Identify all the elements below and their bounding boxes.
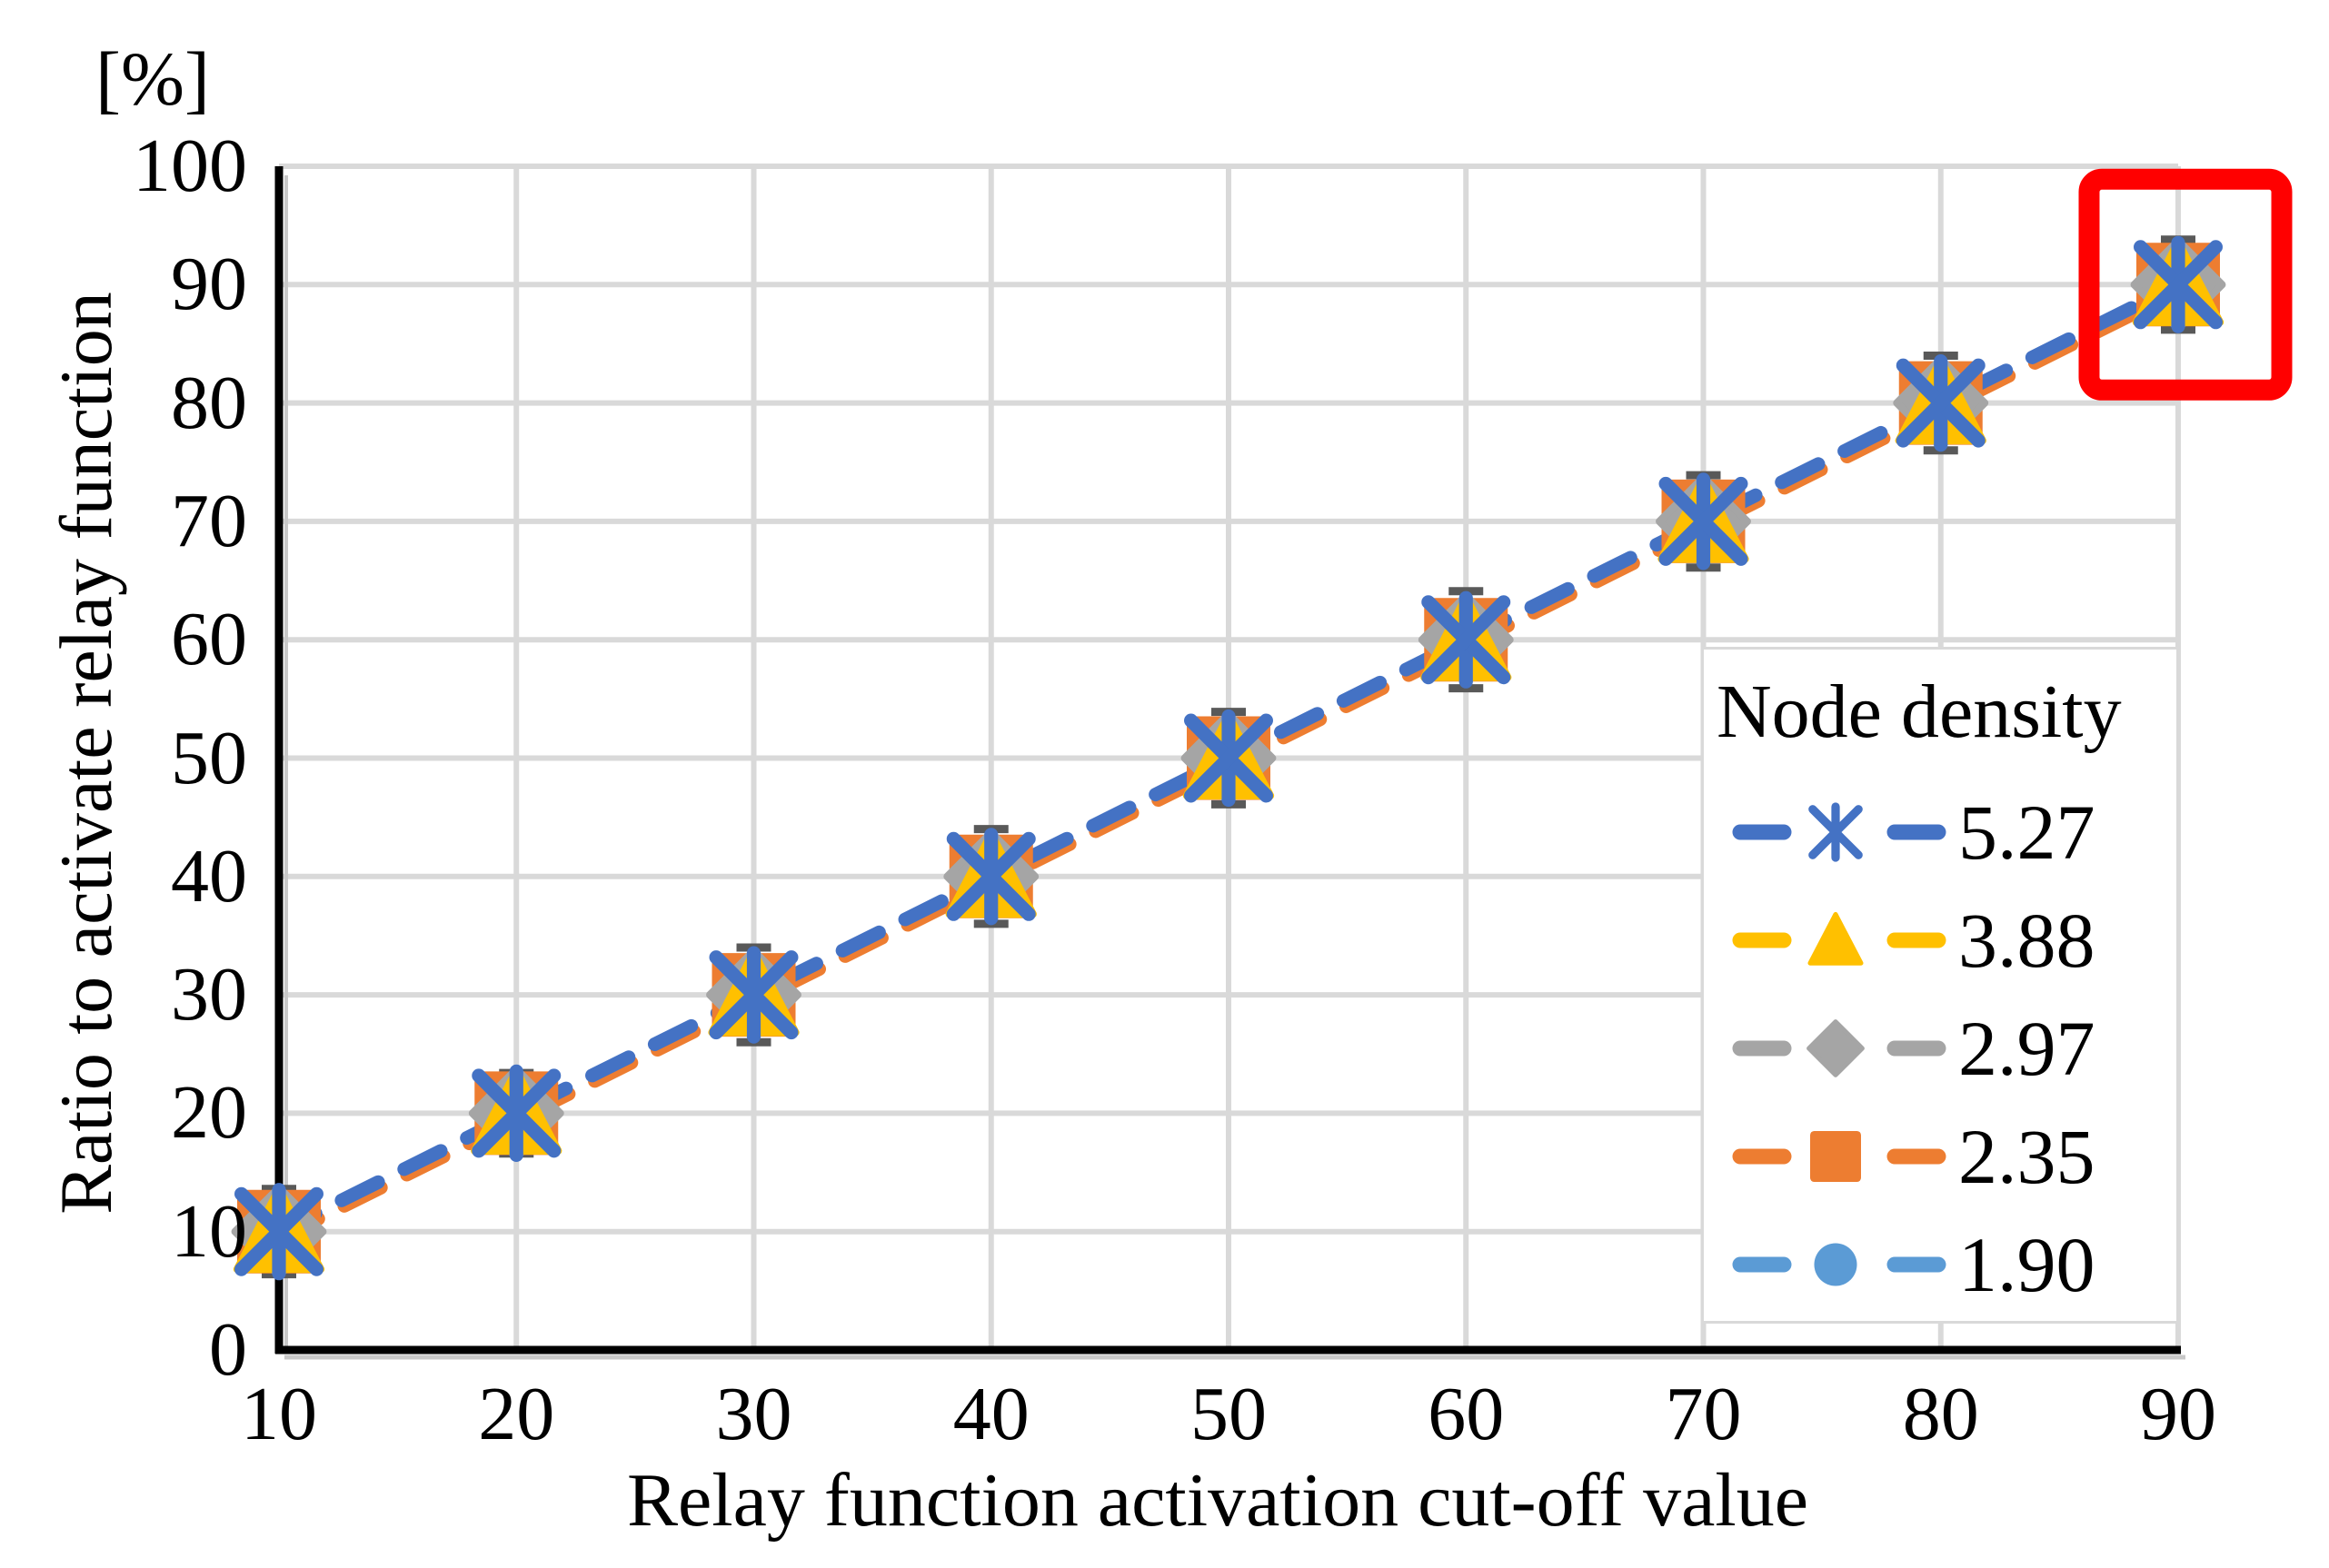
square-marker-icon — [1810, 1131, 1861, 1182]
x-tick-label: 90 — [2140, 1372, 2216, 1456]
legend-item: 2.35 — [1731, 1111, 2095, 1202]
x-tick-label: 10 — [241, 1372, 317, 1456]
asterisk-marker-icon — [1658, 476, 1748, 566]
x-tick-label: 50 — [1190, 1372, 1267, 1456]
y-tick-label: 50 — [171, 715, 247, 800]
legend-item-label: 2.35 — [1958, 1113, 2095, 1200]
legend-item-label: 5.27 — [1958, 789, 2095, 876]
asterisk-marker-icon — [472, 1068, 562, 1158]
y-tick-label: 30 — [171, 952, 247, 1037]
legend-key-icon — [1732, 802, 1946, 862]
asterisk-marker-icon — [2134, 240, 2223, 330]
circle-marker-icon — [1814, 1243, 1857, 1286]
x-tick-label: 40 — [952, 1372, 1030, 1456]
y-tick-label: 20 — [171, 1070, 247, 1156]
asterisk-marker-icon — [234, 1186, 323, 1276]
legend-key-icon — [1732, 911, 1946, 966]
x-tick-label: 80 — [1902, 1372, 1979, 1456]
legend-item-label: 1.90 — [1958, 1221, 2095, 1308]
y-tick-label: 10 — [171, 1188, 247, 1274]
diamond-marker-icon — [1806, 1019, 1865, 1077]
y-axis-unit-label: [%] — [95, 37, 210, 122]
legend-title: Node density — [1717, 670, 2122, 754]
y-tick-label: 100 — [133, 124, 247, 208]
legend-item: 1.90 — [1731, 1219, 2095, 1310]
y-tick-label: 40 — [171, 833, 247, 918]
triangle-marker-icon — [1807, 911, 1864, 966]
asterisk-marker-icon — [1184, 713, 1273, 803]
x-tick-label: 60 — [1428, 1372, 1505, 1456]
asterisk-marker-icon — [1896, 358, 1986, 448]
legend-item: 2.97 — [1731, 1003, 2095, 1094]
legend-item-label: 2.97 — [1958, 1005, 2095, 1092]
legend-key-icon — [1732, 1131, 1946, 1182]
y-tick-label: 0 — [209, 1307, 247, 1392]
asterisk-marker-icon — [946, 831, 1036, 921]
legend-item: 3.88 — [1731, 895, 2095, 986]
y-tick-label: 80 — [171, 360, 247, 445]
legend-key-icon — [1732, 1243, 1946, 1286]
x-tick-label: 70 — [1665, 1372, 1742, 1456]
legend-item-label: 3.88 — [1958, 897, 2095, 984]
x-tick-label: 20 — [478, 1372, 555, 1456]
y-tick-label: 60 — [171, 597, 247, 682]
y-tick-label: 70 — [171, 478, 247, 563]
asterisk-marker-icon — [1808, 805, 1863, 859]
legend-item: 5.27 — [1731, 787, 2095, 878]
asterisk-marker-icon — [709, 950, 799, 1040]
x-axis-title: Relay function activation cut-off value — [627, 1458, 1808, 1543]
legend: Node density 5.27 3.88 2.97 2.35 1.90 — [1701, 647, 2179, 1324]
y-tick-label: 90 — [171, 242, 247, 327]
asterisk-marker-icon — [1421, 595, 1511, 685]
legend-key-icon — [1732, 1019, 1946, 1077]
x-tick-label: 30 — [715, 1372, 792, 1456]
highlight-box — [2078, 168, 2293, 401]
